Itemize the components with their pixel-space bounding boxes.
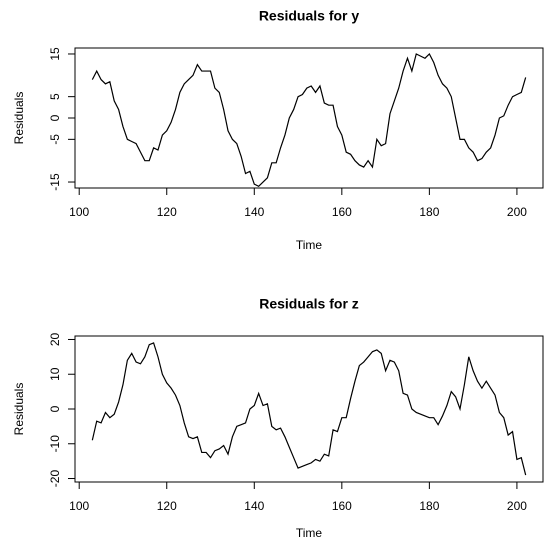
x-tick-label: 120 bbox=[157, 205, 177, 219]
x-tick-label: 160 bbox=[332, 205, 352, 219]
x-tick-label: 100 bbox=[69, 499, 89, 513]
x-axis-label: Time bbox=[296, 526, 323, 540]
y-tick-label: 5 bbox=[48, 93, 62, 100]
y-axis-label: Residuals bbox=[12, 383, 26, 436]
y-tick-label: 0 bbox=[48, 114, 62, 121]
y-tick-label: -20 bbox=[48, 470, 62, 488]
y-tick-label: 10 bbox=[48, 367, 62, 381]
x-tick-label: 200 bbox=[507, 499, 527, 513]
x-tick-label: 180 bbox=[419, 499, 439, 513]
y-tick-label: 20 bbox=[48, 332, 62, 346]
plot-box bbox=[74, 47, 544, 189]
chart-title: Residuals for y bbox=[259, 8, 360, 24]
x-tick-label: 120 bbox=[157, 499, 177, 513]
x-tick-label: 140 bbox=[244, 499, 264, 513]
x-tick-label: 100 bbox=[69, 205, 89, 219]
x-tick-label: 180 bbox=[419, 205, 439, 219]
y-tick-label: 15 bbox=[48, 47, 62, 61]
chart-title: Residuals for z bbox=[259, 296, 359, 312]
x-axis-label: Time bbox=[296, 238, 323, 252]
x-tick-label: 200 bbox=[507, 205, 527, 219]
y-axis-label: Residuals bbox=[12, 92, 26, 145]
y-tick-label: -15 bbox=[48, 173, 62, 191]
y-tick-label: -5 bbox=[48, 134, 62, 145]
data-line bbox=[91, 52, 527, 188]
x-tick-label: 140 bbox=[244, 205, 264, 219]
y-tick-label: -10 bbox=[48, 435, 62, 453]
y-tick-label: 0 bbox=[48, 405, 62, 412]
x-tick-label: 160 bbox=[332, 499, 352, 513]
plot-box bbox=[74, 335, 544, 483]
data-line bbox=[91, 342, 527, 476]
